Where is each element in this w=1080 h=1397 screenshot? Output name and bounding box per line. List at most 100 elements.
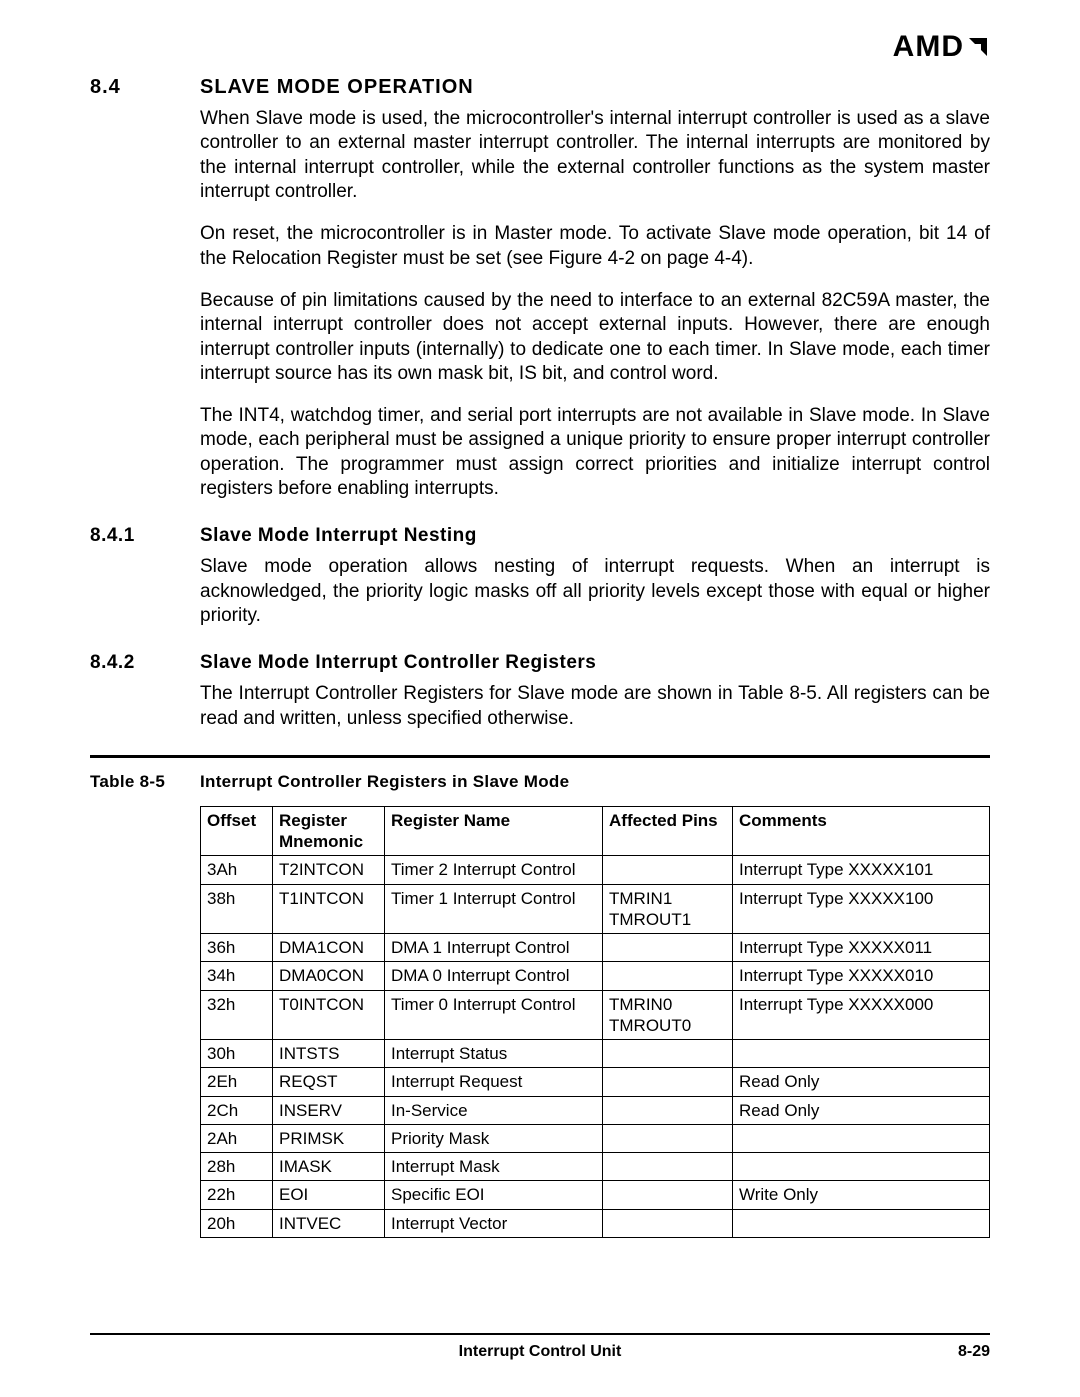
table-row: 30hINTSTSInterrupt Status — [201, 1040, 990, 1068]
table-cell — [603, 1040, 733, 1068]
table-cell — [603, 934, 733, 962]
table-row: 2ChINSERVIn-Service Read Only — [201, 1096, 990, 1124]
subsection-1-title: Slave Mode Interrupt Nesting — [200, 525, 477, 547]
table-caption-number: Table 8-5 — [90, 772, 200, 792]
table-cell: INTVEC — [273, 1209, 385, 1237]
table-cell: 32h — [201, 990, 273, 1040]
table-row: 38hT1INTCONTimer 1 Interrupt ControlTMRI… — [201, 884, 990, 934]
subsection-1-para: Slave mode operation allows nesting of i… — [200, 555, 990, 628]
section-title: SLAVE MODE OPERATION — [200, 76, 474, 99]
table-cell: Interrupt Type XXXXX011 — [733, 934, 990, 962]
table-caption-title: Interrupt Controller Registers in Slave … — [200, 772, 569, 792]
section-para-1: When Slave mode is used, the microcontro… — [200, 107, 990, 204]
table-cell: DMA 1 Interrupt Control — [385, 934, 603, 962]
th-offset: Offset — [201, 806, 273, 856]
table-row: 3AhT2INTCONTimer 2 Interrupt ControlInte… — [201, 856, 990, 884]
table-cell: 3Ah — [201, 856, 273, 884]
table-cell — [733, 1209, 990, 1237]
table-cell: 22h — [201, 1181, 273, 1209]
table-cell — [603, 1209, 733, 1237]
subsection-1-number: 8.4.1 — [90, 525, 200, 547]
th-mnemonic: RegisterMnemonic — [273, 806, 385, 856]
table-cell: In-Service — [385, 1096, 603, 1124]
table-cell: 30h — [201, 1040, 273, 1068]
table-cell: Interrupt Type XXXXX000 — [733, 990, 990, 1040]
table-cell: T2INTCON — [273, 856, 385, 884]
table-header-row: Offset RegisterMnemonic Register Name Af… — [201, 806, 990, 856]
section-para-2: On reset, the microcontroller is in Mast… — [200, 222, 990, 271]
table-rule — [90, 755, 990, 758]
table-cell: INSERV — [273, 1096, 385, 1124]
subsection-2-para: The Interrupt Controller Registers for S… — [200, 682, 990, 731]
table-cell — [733, 1040, 990, 1068]
table-cell — [603, 1181, 733, 1209]
table-cell: Timer 2 Interrupt Control — [385, 856, 603, 884]
th-comments: Comments — [733, 806, 990, 856]
table-row: 22hEOISpecific EOI Write Only — [201, 1181, 990, 1209]
table-cell — [603, 962, 733, 990]
table-cell: Interrupt Type XXXXX100 — [733, 884, 990, 934]
table-cell: 38h — [201, 884, 273, 934]
amd-logo: AMD — [893, 30, 990, 64]
section-number: 8.4 — [90, 76, 200, 99]
table-cell — [603, 1153, 733, 1181]
table-cell — [603, 1124, 733, 1152]
table-cell: Write Only — [733, 1181, 990, 1209]
table-cell — [733, 1153, 990, 1181]
table-cell: TMRIN1TMROUT1 — [603, 884, 733, 934]
section-para-4: The INT4, watchdog timer, and serial por… — [200, 404, 990, 501]
table-row: 2AhPRIMSKPriority Mask — [201, 1124, 990, 1152]
registers-table: Offset RegisterMnemonic Register Name Af… — [200, 806, 990, 1238]
table-cell: EOI — [273, 1181, 385, 1209]
table-row: 2EhREQSTInterrupt Request Read Only — [201, 1068, 990, 1096]
subsection-2-heading: 8.4.2 Slave Mode Interrupt Controller Re… — [90, 652, 990, 674]
amd-arrow-icon — [966, 35, 990, 59]
th-affected-pins: Affected Pins — [603, 806, 733, 856]
footer-title: Interrupt Control Unit — [90, 1343, 990, 1361]
subsection-1-heading: 8.4.1 Slave Mode Interrupt Nesting — [90, 525, 990, 547]
table-cell — [603, 1068, 733, 1096]
table-caption: Table 8-5 Interrupt Controller Registers… — [90, 772, 990, 792]
table-cell: T1INTCON — [273, 884, 385, 934]
table-cell: Interrupt Status — [385, 1040, 603, 1068]
table-cell — [733, 1124, 990, 1152]
table-cell: TMRIN0TMROUT0 — [603, 990, 733, 1040]
table-row: 20hINTVECInterrupt Vector — [201, 1209, 990, 1237]
page-footer: Interrupt Control Unit 8-29 — [90, 1333, 990, 1361]
table-cell: Timer 0 Interrupt Control — [385, 990, 603, 1040]
table-cell: DMA1CON — [273, 934, 385, 962]
table-cell: 28h — [201, 1153, 273, 1181]
subsection-2-title: Slave Mode Interrupt Controller Register… — [200, 652, 596, 674]
table-cell: REQST — [273, 1068, 385, 1096]
table-row: 36hDMA1CONDMA 1 Interrupt Control Interru… — [201, 934, 990, 962]
table-cell: 2Ch — [201, 1096, 273, 1124]
table-cell: 34h — [201, 962, 273, 990]
table-cell — [603, 1096, 733, 1124]
table-cell: Priority Mask — [385, 1124, 603, 1152]
table-head: Offset RegisterMnemonic Register Name Af… — [201, 806, 990, 856]
table-row: 28hIMASKInterrupt Mask — [201, 1153, 990, 1181]
table-row: 34hDMA0CONDMA 0 Interrupt ControlInterru… — [201, 962, 990, 990]
table-cell: Specific EOI — [385, 1181, 603, 1209]
table-cell: 36h — [201, 934, 273, 962]
table-cell: Read Only — [733, 1096, 990, 1124]
subsection-2-number: 8.4.2 — [90, 652, 200, 674]
table-cell: DMA0CON — [273, 962, 385, 990]
table-cell: Interrupt Mask — [385, 1153, 603, 1181]
table-cell: Interrupt Request — [385, 1068, 603, 1096]
table-cell: PRIMSK — [273, 1124, 385, 1152]
table-cell: T0INTCON — [273, 990, 385, 1040]
th-register-name: Register Name — [385, 806, 603, 856]
table-cell: IMASK — [273, 1153, 385, 1181]
table-cell: 2Ah — [201, 1124, 273, 1152]
section-para-3: Because of pin limitations caused by the… — [200, 289, 990, 386]
table-body: 3AhT2INTCONTimer 2 Interrupt Control Inte… — [201, 856, 990, 1238]
amd-logo-text: AMD — [893, 30, 964, 64]
table-cell: Interrupt Vector — [385, 1209, 603, 1237]
table-cell: 2Eh — [201, 1068, 273, 1096]
table-cell: Read Only — [733, 1068, 990, 1096]
table-cell: 20h — [201, 1209, 273, 1237]
table-cell — [603, 856, 733, 884]
table-row: 32hT0INTCONTimer 0 Interrupt ControlTMRI… — [201, 990, 990, 1040]
table-cell: DMA 0 Interrupt Control — [385, 962, 603, 990]
